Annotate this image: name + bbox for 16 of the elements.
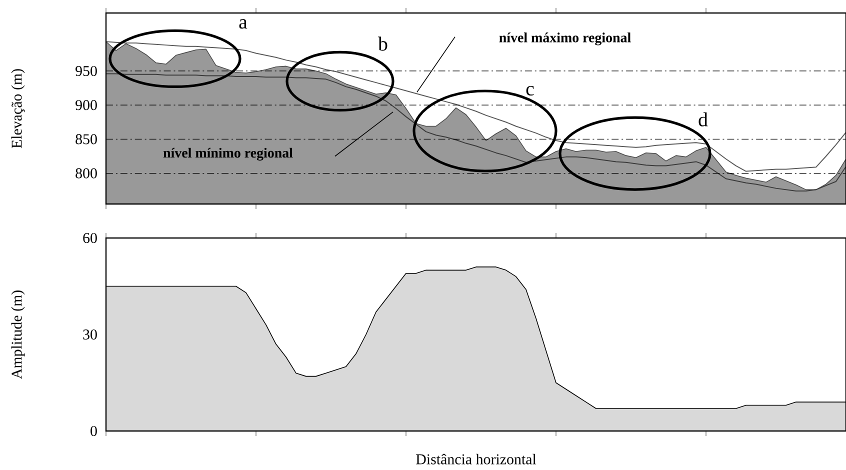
y-tick-label: 60	[83, 232, 97, 244]
annotation: d	[698, 112, 708, 126]
y-tick-label: 30	[83, 329, 97, 340]
annotation: a	[239, 19, 248, 29]
y-axis-title: Elevação (m)	[11, 69, 25, 148]
y-tick-label: 900	[76, 100, 97, 110]
x-axis-title: Distância horizontal	[416, 454, 536, 464]
y-tick-label: 850	[76, 134, 97, 144]
y-tick-label: 0	[90, 426, 97, 436]
annotation: b	[378, 36, 388, 51]
annotation: nível máximo regional	[499, 32, 631, 46]
y-tick-label: 950	[76, 66, 97, 76]
y-axis-title: Amplitude (m)	[11, 290, 25, 379]
y-tick-label: 800	[76, 168, 97, 178]
annotation: c	[526, 86, 534, 96]
annotation: nível mínimo regional	[163, 148, 293, 161]
